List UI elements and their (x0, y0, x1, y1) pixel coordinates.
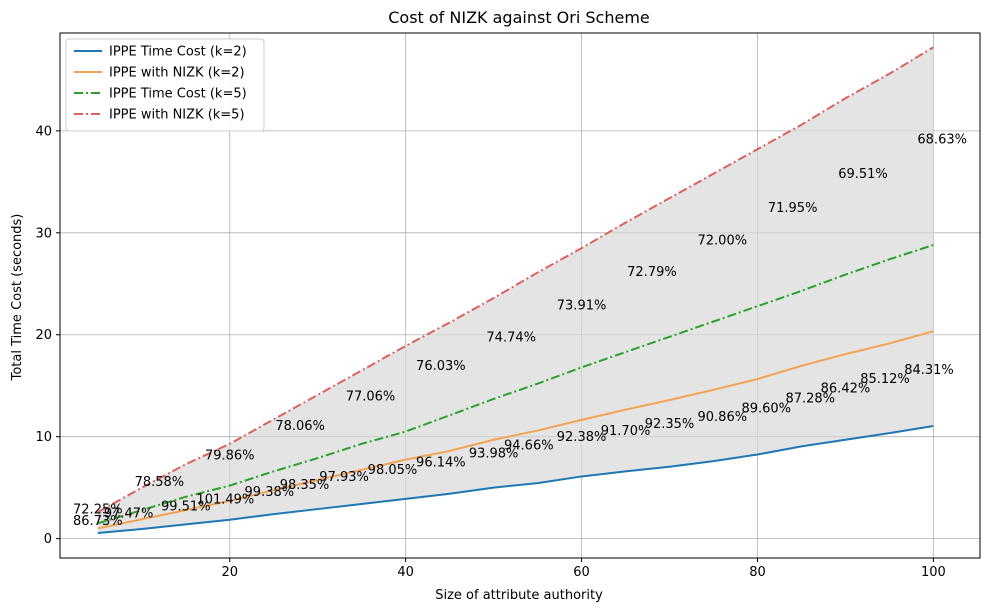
percentage-annotation: 97.47% (104, 507, 154, 522)
legend: IPPE Time Cost (k=2) IPPE with NIZK (k=2)… (65, 38, 265, 132)
series-line (97, 330, 934, 530)
x-tick-label: 80 (749, 565, 766, 580)
series-line (97, 244, 934, 525)
x-tick-label: 100 (921, 565, 946, 580)
percentage-annotation: 74.74% (486, 330, 536, 345)
percentage-annotation: 92.38% (557, 430, 607, 445)
percentage-annotation: 72.00% (698, 233, 748, 248)
tick-layer: 20 40 60 80 100 0 10 20 30 40 (35, 124, 945, 580)
percentage-annotation: 77.06% (346, 389, 396, 404)
percentage-annotation: 87.28% (785, 391, 835, 406)
y-tick-label: 20 (35, 328, 52, 343)
y-tick-label: 30 (35, 226, 52, 241)
legend-box (65, 38, 265, 132)
percentage-annotation: 97.93% (319, 470, 369, 485)
y-tick-label: 0 (44, 532, 52, 547)
series-layer (97, 46, 934, 535)
percentage-annotation: 68.63% (917, 133, 967, 148)
percentage-annotation: 69.51% (838, 167, 888, 182)
series-line (97, 424, 934, 535)
percentage-annotation: 91.70% (601, 424, 651, 439)
percentage-annotation: 71.95% (768, 201, 818, 216)
percentage-annotation: 90.86% (698, 410, 748, 425)
y-axis-label: Total Time Cost (seconds) (10, 214, 25, 382)
percentage-annotation: 98.05% (368, 463, 418, 478)
percentage-annotation: 78.58% (135, 475, 185, 490)
x-tick-label: 20 (221, 565, 238, 580)
y-tick-label: 40 (35, 124, 52, 139)
percentage-annotation: 93.98% (469, 447, 519, 462)
x-tick-label: 40 (397, 565, 414, 580)
legend-entry-label: IPPE Time Cost (k=2) (109, 45, 247, 60)
plot-frame (59, 32, 981, 559)
chart-title: Cost of NIZK against Ori Scheme (388, 8, 650, 27)
percentage-annotation: 85.12% (860, 372, 910, 387)
percentage-annotation: 86.73% (73, 514, 123, 529)
shaded-band (97, 47, 934, 534)
percentage-annotation: 99.38% (245, 485, 295, 500)
percentage-annotation: 92.35% (645, 417, 695, 432)
percentage-annotation: 99.51% (161, 500, 211, 515)
percentage-annotation: 84.31% (904, 363, 954, 378)
shaded-band-layer (97, 47, 934, 534)
series-line (97, 46, 934, 514)
annotation-layer: 72.25%86.73%97.47% 78.58% 99.51%101.49% 79.… (73, 133, 967, 529)
percentage-annotation: 78.06% (275, 419, 325, 434)
percentage-annotation: 86.42% (821, 381, 871, 396)
percentage-annotation: 96.14% (416, 456, 466, 471)
percentage-annotation: 72.79% (627, 265, 677, 280)
legend-entry-label: IPPE Time Cost (k=5) (109, 87, 247, 102)
y-tick-label: 10 (35, 430, 52, 445)
percentage-annotation: 98.35% (280, 478, 330, 493)
percentage-annotation: 94.66% (504, 438, 554, 453)
legend-entry-label: IPPE with NIZK (k=5) (109, 108, 245, 123)
percentage-annotation: 72.25% (73, 503, 123, 518)
percentage-annotation: 76.03% (416, 359, 466, 374)
percentage-annotation: 101.49% (196, 492, 254, 507)
x-tick-label: 60 (573, 565, 590, 580)
legend-entry-label: IPPE with NIZK (k=2) (109, 66, 245, 81)
x-axis-label: Size of attribute authority (435, 588, 603, 603)
percentage-annotation: 89.60% (741, 402, 791, 417)
percentage-annotation: 79.86% (205, 449, 255, 464)
percentage-annotation: 73.91% (557, 299, 607, 314)
